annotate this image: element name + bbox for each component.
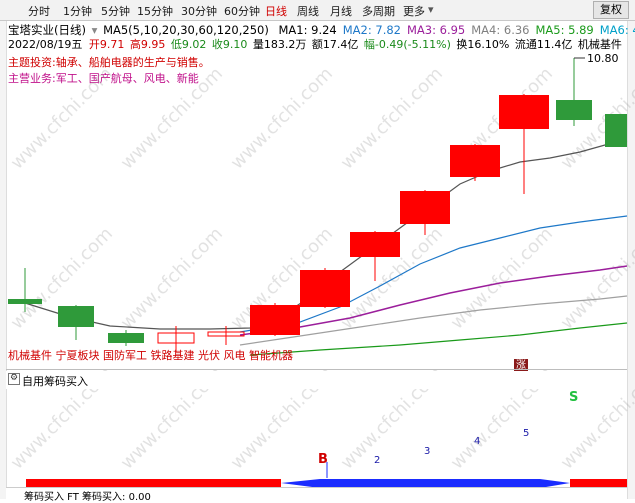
candle-body [8, 299, 42, 304]
settings-gear-icon[interactable]: ⚙ [8, 373, 20, 385]
watermark-text: www.cfchi.com [117, 63, 227, 173]
sub-panel-title: 自用筹码买入 [22, 373, 88, 389]
step-label-2: 2 [374, 455, 380, 466]
watermark-text: www.cfchi.com [337, 63, 447, 173]
step-label-4: 4 [474, 436, 480, 447]
candle-body [556, 100, 592, 120]
candle-body [250, 305, 300, 335]
bottom-indicator-text: 筹码买入 FT 筹码买入: 0.00 [24, 488, 151, 503]
watermark-text: www.cfchi.com [117, 223, 227, 333]
candle-body [499, 95, 549, 129]
candle-body [108, 333, 144, 343]
candle-body [605, 114, 627, 147]
high-marker-label: 10.80 [587, 52, 619, 65]
watermark-text: www.cfchi.com [557, 223, 635, 333]
candle-body [350, 232, 400, 257]
candle-body [300, 270, 350, 307]
sub-panel-header: ⚙ 自用筹码买入 [6, 371, 627, 389]
sell-signal-label: S [569, 390, 578, 405]
concepts-line: 机械基件 宁夏板块 国防军工 铁路基建 光伏 风电 智能机器 [8, 347, 293, 363]
candles [8, 58, 627, 352]
panel-separator[interactable] [6, 369, 627, 370]
candle-body [450, 145, 500, 177]
step-label-3: 3 [424, 446, 430, 457]
candle-body [58, 306, 94, 327]
watermark-text: www.cfchi.com [7, 63, 117, 173]
candle-body [400, 191, 450, 224]
bottom-indicator-bar: 筹码买入 FT 筹码买入: 0.00 [6, 487, 627, 500]
buy-signal-label: B [318, 452, 328, 467]
watermark-text: www.cfchi.com [447, 223, 557, 333]
step-label-5: 5 [523, 428, 529, 439]
watermark-text: www.cfchi.com [227, 63, 337, 173]
